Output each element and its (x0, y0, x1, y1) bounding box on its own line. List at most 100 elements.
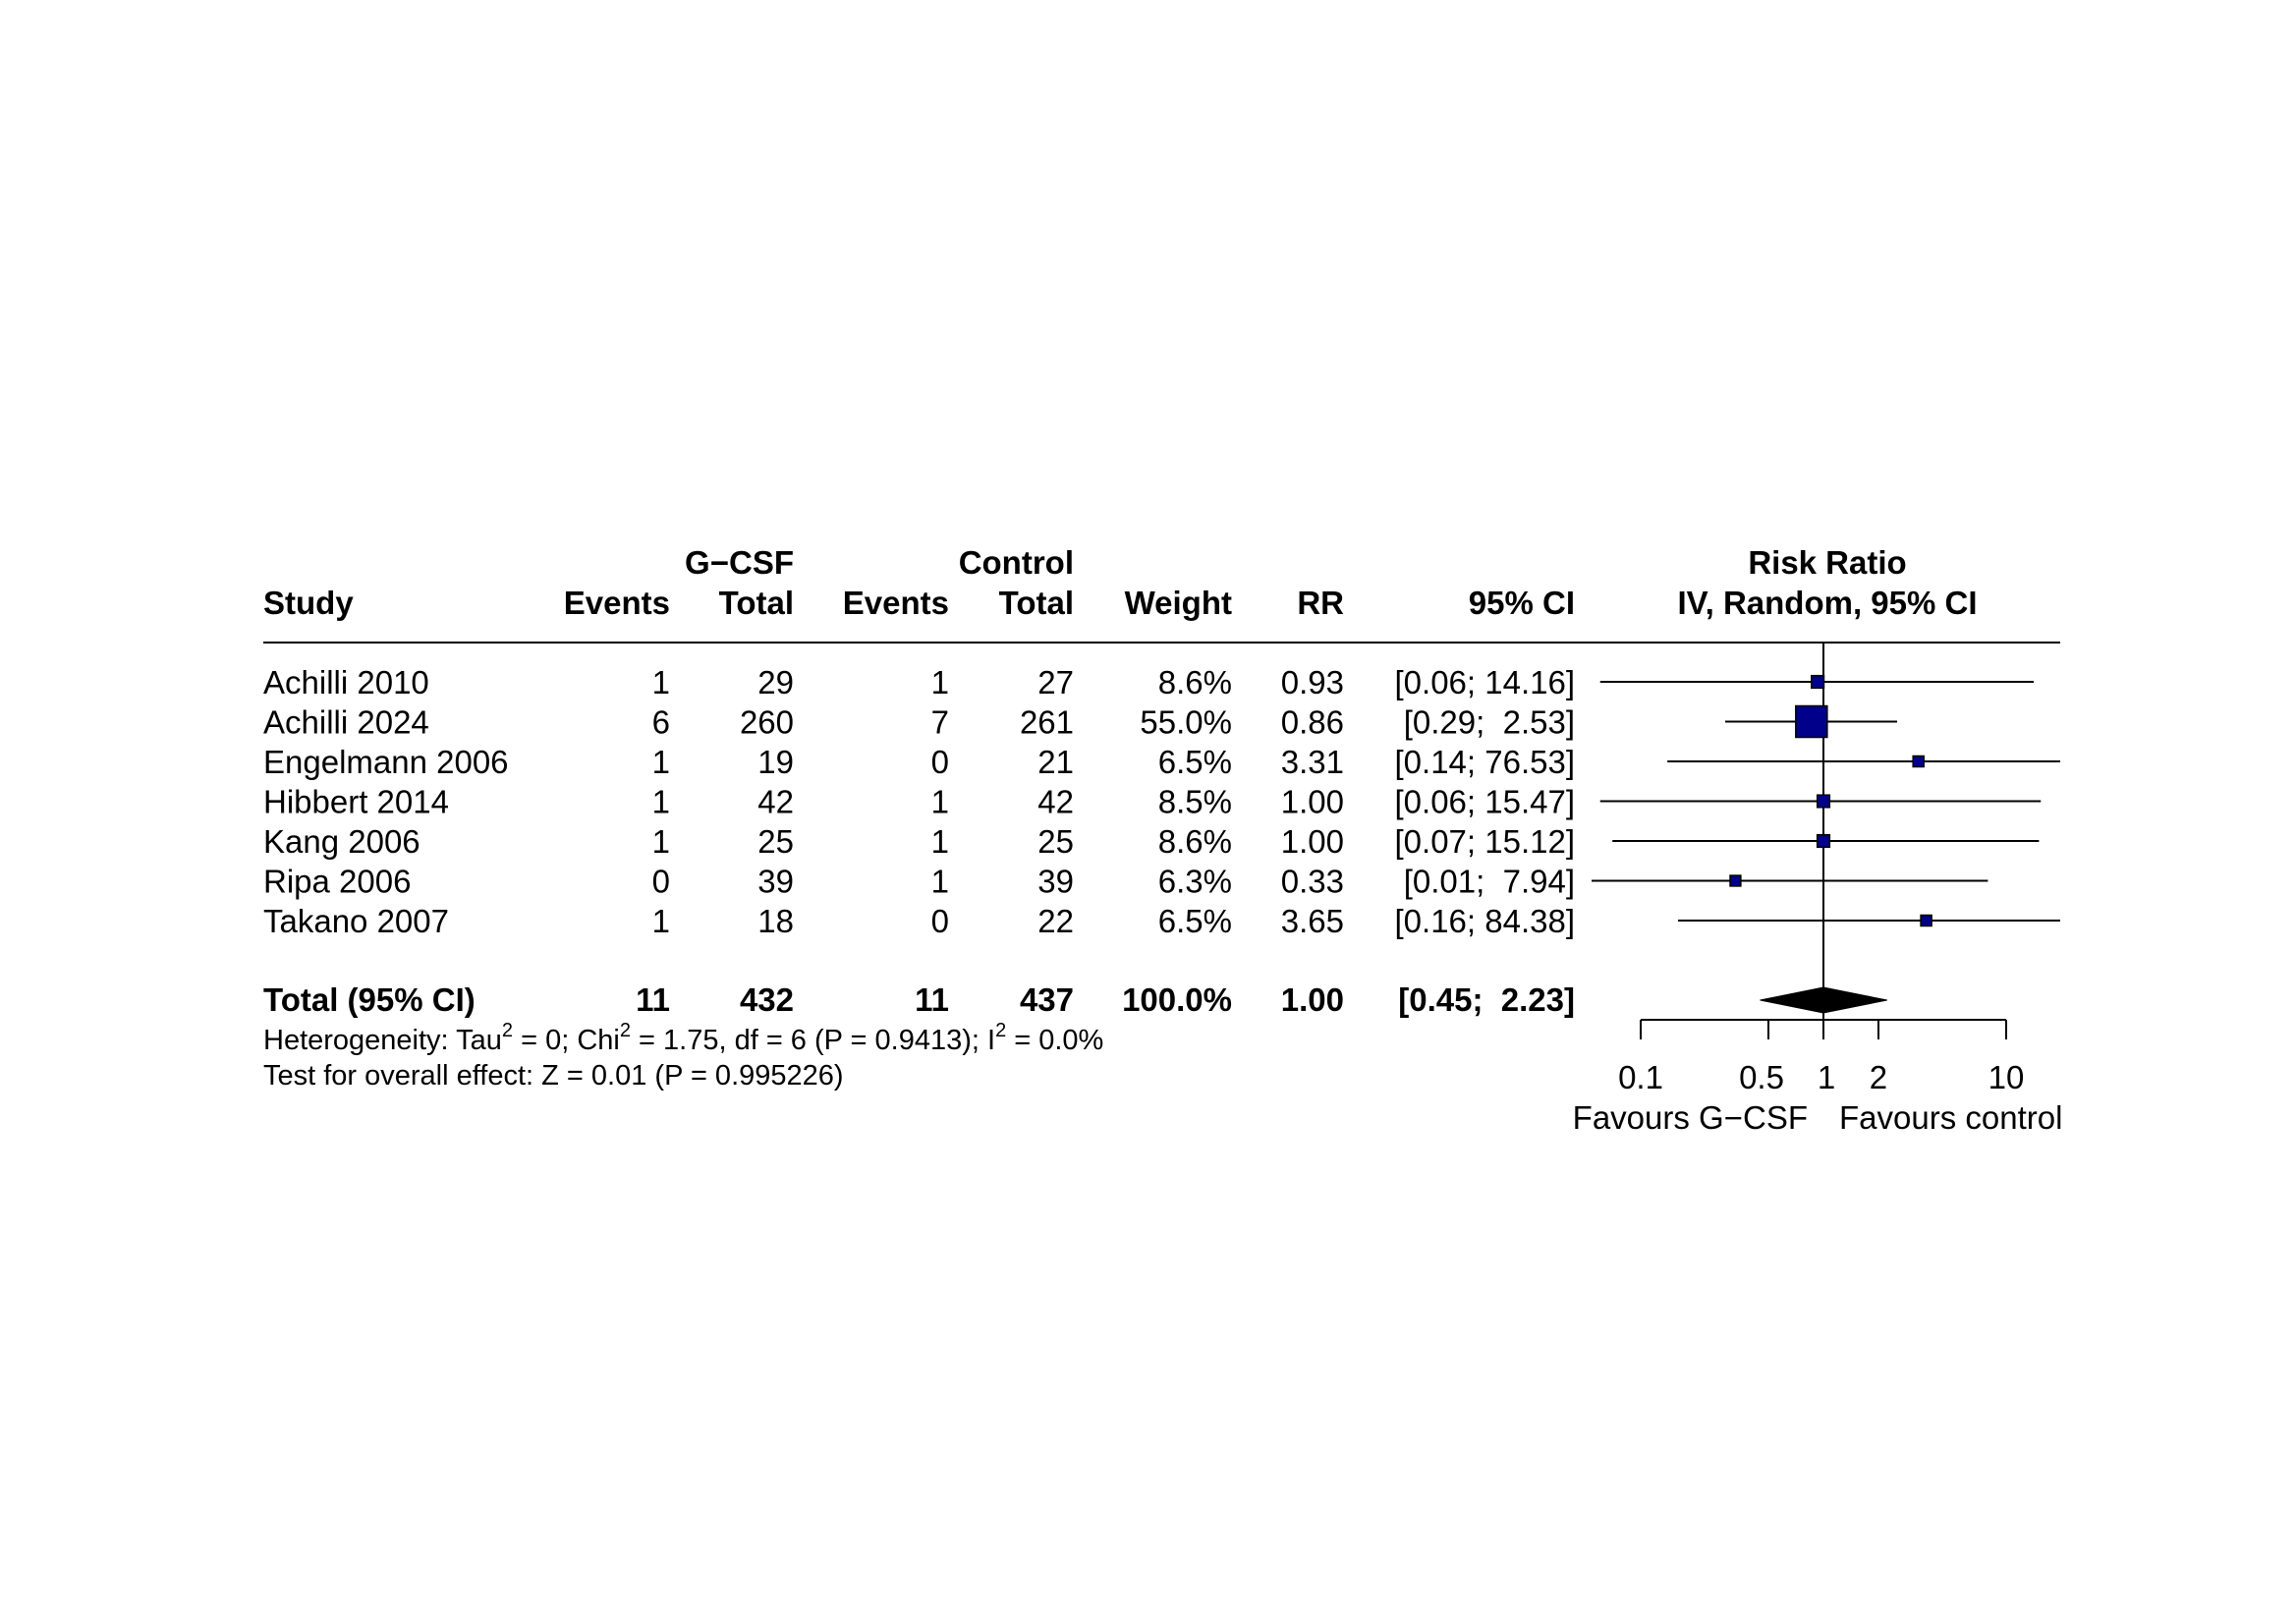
study-label: Achilli 2010 (263, 664, 429, 700)
ci-value: [0.01; 7.94] (1404, 864, 1575, 900)
total-total-gcsf: 432 (740, 981, 794, 1018)
rr-value: 0.33 (1281, 864, 1344, 900)
header-study: Study (263, 585, 354, 621)
rr-value: 3.65 (1281, 903, 1344, 939)
axis-tick-label: 10 (1988, 1059, 2025, 1095)
events-control: 0 (931, 903, 949, 939)
events-control: 1 (931, 784, 949, 820)
rr-value: 0.86 (1281, 704, 1344, 741)
events-gcsf: 1 (652, 744, 670, 780)
heterogeneity-tau: Heterogeneity: Tau (263, 1025, 502, 1056)
heterogeneity-i2-value: = 0.0% (1006, 1025, 1103, 1056)
events-gcsf: 1 (652, 823, 670, 860)
axis-tick-label: 2 (1870, 1059, 1887, 1095)
weight-value: 6.5% (1158, 744, 1232, 780)
x-axis: 0.1 0.5 1 2 10 (1618, 1019, 2025, 1095)
superscript-chi: 2 (620, 1020, 631, 1041)
ci-value: [0.07; 15.12] (1395, 823, 1575, 860)
superscript-i2: 2 (995, 1020, 1006, 1041)
total-control: 261 (1020, 704, 1074, 741)
total-events-gcsf: 11 (636, 981, 670, 1018)
weight-value: 8.6% (1158, 823, 1232, 860)
total-ci: [0.45; 2.23] (1398, 981, 1575, 1018)
total-control: 27 (1037, 664, 1074, 700)
axis-tick-label: 1 (1818, 1059, 1835, 1095)
header-plot-subtitle: IV, Random, 95% CI (1677, 585, 1977, 621)
weight-value: 6.5% (1158, 903, 1232, 939)
study-label: Achilli 2024 (263, 704, 429, 741)
total-gcsf: 25 (757, 823, 794, 860)
total-gcsf: 29 (757, 664, 794, 700)
total-gcsf: 39 (757, 864, 794, 900)
events-control: 1 (931, 864, 949, 900)
total-row: Total (95% CI) 11 432 11 437 100.0% 1.00… (263, 981, 1575, 1018)
total-control: 42 (1037, 784, 1074, 820)
effect-square (1729, 874, 1742, 887)
total-total-control: 437 (1020, 981, 1074, 1018)
rr-value: 1.00 (1281, 784, 1344, 820)
study-label: Takano 2007 (263, 903, 449, 939)
events-control: 0 (931, 744, 949, 780)
events-control: 1 (931, 823, 949, 860)
events-gcsf: 0 (652, 864, 670, 900)
favours-right-label: Favours control (1839, 1099, 2062, 1136)
total-events-control: 11 (915, 981, 949, 1018)
effect-square (1816, 794, 1831, 809)
total-control: 39 (1037, 864, 1074, 900)
ci-value: [0.29; 2.53] (1404, 704, 1575, 741)
study-label: Kang 2006 (263, 823, 420, 860)
rr-value: 3.31 (1281, 744, 1344, 780)
effect-square (1816, 833, 1831, 849)
total-control: 25 (1037, 823, 1074, 860)
total-control: 21 (1037, 744, 1074, 780)
axis-tick-label: 0.1 (1618, 1059, 1663, 1095)
total-label: Total (95% CI) (263, 981, 476, 1018)
header-rr: RR (1297, 585, 1344, 621)
plot-area (1592, 643, 2060, 1019)
study-label: Engelmann 2006 (263, 744, 509, 780)
total-control: 22 (1037, 903, 1074, 939)
weight-value: 8.5% (1158, 784, 1232, 820)
total-gcsf: 42 (757, 784, 794, 820)
events-gcsf: 1 (652, 784, 670, 820)
events-control: 1 (931, 664, 949, 700)
study-label: Ripa 2006 (263, 864, 411, 900)
weight-value: 55.0% (1140, 704, 1232, 741)
total-gcsf: 19 (757, 744, 794, 780)
header-ci: 95% CI (1469, 585, 1575, 621)
ci-value: [0.06; 15.47] (1395, 784, 1575, 820)
heterogeneity-i2: = 1.75, df = 6 (P = 0.9413); I (631, 1025, 995, 1056)
pooled-diamond (1760, 986, 1887, 1014)
effect-square (1811, 674, 1825, 690)
total-rr: 1.00 (1281, 981, 1344, 1018)
weight-value: 8.6% (1158, 664, 1232, 700)
study-label: Hibbert 2014 (263, 784, 449, 820)
rr-value: 1.00 (1281, 823, 1344, 860)
events-control: 7 (931, 704, 949, 741)
effect-square (1795, 704, 1828, 739)
favours-left-label: Favours G−CSF (1573, 1099, 1808, 1136)
ci-value: [0.06; 14.16] (1395, 664, 1575, 700)
header-total-control: Total (999, 585, 1074, 621)
effect-square (1912, 755, 1925, 768)
header-group-control: Control (959, 544, 1074, 581)
events-gcsf: 1 (652, 664, 670, 700)
effect-square (1920, 914, 1932, 927)
total-gcsf: 18 (757, 903, 794, 939)
header-total-gcsf: Total (719, 585, 794, 621)
header-events-gcsf: Events (564, 585, 670, 621)
heterogeneity-text: Heterogeneity: Tau2 = 0; Chi2 = 1.75, df… (263, 1020, 1103, 1056)
heterogeneity-chi: = 0; Chi (513, 1025, 620, 1056)
header-weight: Weight (1125, 585, 1232, 621)
total-weight: 100.0% (1122, 981, 1232, 1018)
header-plot-title: Risk Ratio (1748, 544, 1906, 581)
header-events-control: Events (843, 585, 949, 621)
ci-value: [0.16; 84.38] (1395, 903, 1575, 939)
superscript-tau: 2 (502, 1020, 513, 1041)
ci-value: [0.14; 76.53] (1395, 744, 1575, 780)
rr-value: 0.93 (1281, 664, 1344, 700)
study-rows: Achilli 2010 1 29 1 27 8.6% 0.93 [0.06; 14.16] A… (263, 664, 1575, 939)
weight-value: 6.3% (1158, 864, 1232, 900)
events-gcsf: 6 (652, 704, 670, 741)
